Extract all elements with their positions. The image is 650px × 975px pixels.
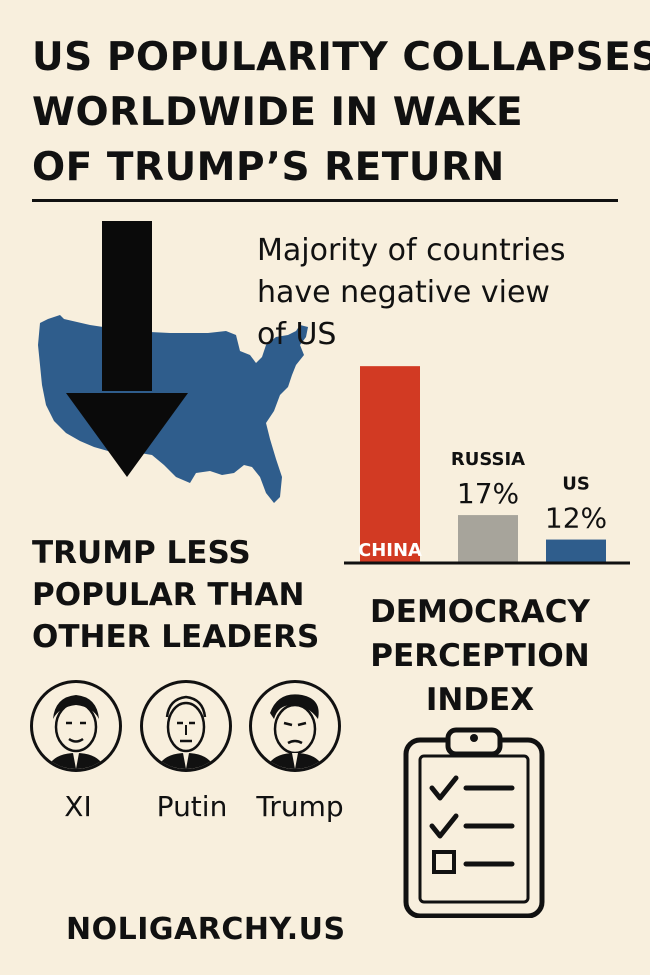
usa-map-with-arrow <box>30 215 330 515</box>
trump-portrait-icon <box>249 680 341 772</box>
bar-us <box>546 539 606 562</box>
down-arrow-icon <box>66 221 188 477</box>
headline-divider <box>32 199 618 202</box>
leaders-section-title: TRUMP LESS POPULAR THAN OTHER LEADERS <box>32 532 332 658</box>
leaders-title-line-1: TRUMP LESS <box>32 535 251 571</box>
value-label-us: 12% <box>545 502 607 535</box>
subhead-line-1: Majority of countries <box>257 233 566 268</box>
category-label-china: CHINA <box>358 540 422 561</box>
bar-china <box>360 366 420 562</box>
headline-line-3: OF TRUMP’S RETURN <box>32 145 505 190</box>
value-label-russia: 17% <box>457 477 519 510</box>
headline: US POPULARITY COLLAPSES WORLDWIDE IN WAK… <box>32 30 650 195</box>
headline-line-2: WORLDWIDE IN WAKE <box>32 90 524 135</box>
clipboard-checklist-icon <box>400 718 550 919</box>
leader-name-trump: Trump <box>256 790 344 823</box>
xi-portrait-icon <box>30 680 122 772</box>
headline-line-1: US POPULARITY COLLAPSES <box>32 35 650 80</box>
index-title-line-3: INDEX <box>425 682 535 718</box>
favorability-bar-chart: CHINA RUSSIA 17% US 12% <box>344 366 630 565</box>
site-url: NOLIGARCHY.US <box>66 912 346 947</box>
subhead: Majority of countries have negative view… <box>257 230 627 356</box>
index-section-title: DEMOCRACY PERCEPTION INDEX <box>345 590 615 722</box>
subhead-line-3: of US <box>257 317 337 352</box>
bar-russia <box>458 515 518 562</box>
subhead-line-2: have negative view <box>257 275 550 310</box>
leaders-title-line-3: OTHER LEADERS <box>32 619 320 655</box>
category-label-russia: RUSSIA <box>451 449 525 470</box>
putin-portrait-icon <box>140 680 232 772</box>
leader-name-xi: XI <box>64 790 92 823</box>
leaders-title-line-2: POPULAR THAN <box>32 577 305 613</box>
index-title-line-2: PERCEPTION <box>370 638 590 674</box>
category-label-us: US <box>562 474 590 495</box>
leader-name-putin: Putin <box>156 790 228 823</box>
index-title-line-1: DEMOCRACY <box>370 594 590 630</box>
